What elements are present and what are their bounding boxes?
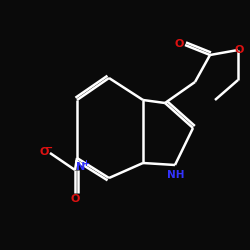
Text: O: O bbox=[174, 39, 184, 49]
Text: +: + bbox=[82, 159, 89, 168]
Text: N: N bbox=[76, 162, 85, 172]
Text: O: O bbox=[234, 45, 244, 55]
Text: NH: NH bbox=[168, 170, 185, 179]
Text: −: − bbox=[46, 142, 54, 152]
Text: O: O bbox=[40, 147, 49, 157]
Text: O: O bbox=[70, 194, 80, 204]
